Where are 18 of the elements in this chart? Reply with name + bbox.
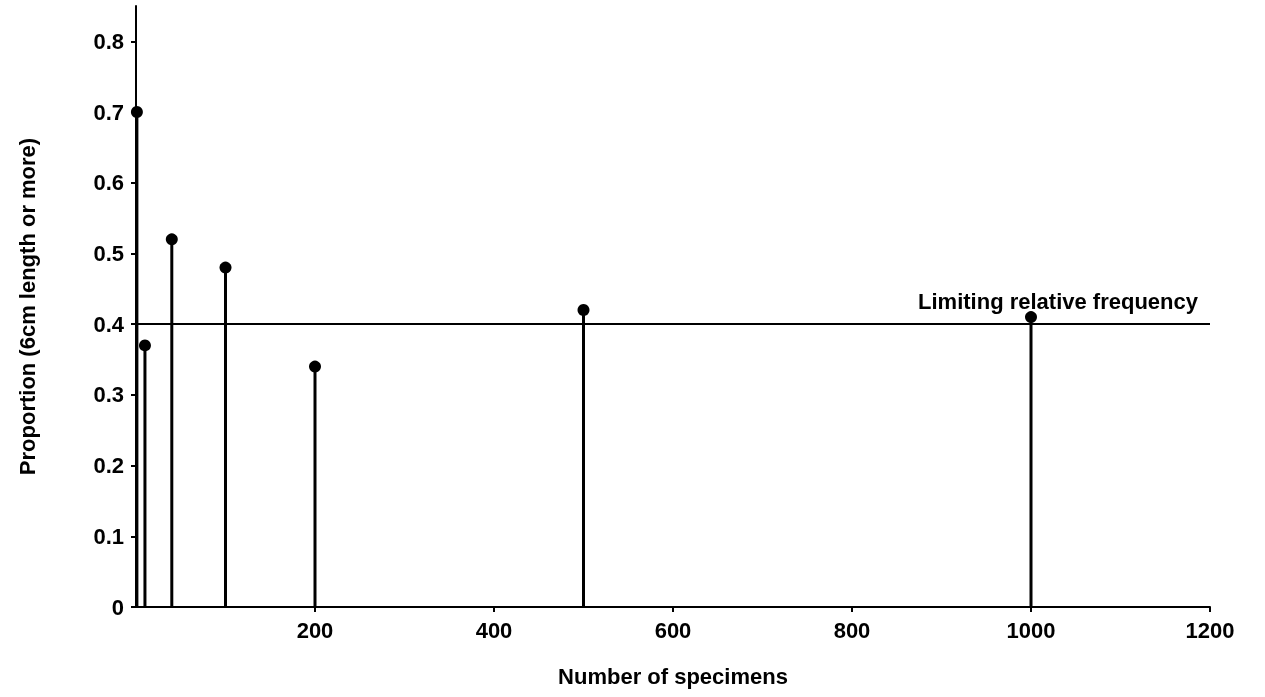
ref-line-label: Limiting relative frequency bbox=[918, 288, 1199, 314]
x-tick-label: 200 bbox=[296, 617, 334, 643]
y-tick-label: 0.2 bbox=[93, 453, 124, 479]
y-tick-label: 0.3 bbox=[93, 382, 124, 408]
y-tick-label: 0 bbox=[111, 594, 124, 620]
y-tick-label: 0.5 bbox=[93, 240, 124, 266]
y-tick-label: 0.8 bbox=[93, 28, 124, 54]
x-tick-label: 800 bbox=[833, 617, 871, 643]
x-axis-title: Number of specimens bbox=[558, 663, 788, 689]
x-tick-label: 1000 bbox=[1006, 617, 1056, 643]
x-tick-label: 400 bbox=[475, 617, 513, 643]
y-axis-title: Proportion (6cm length or more) bbox=[14, 137, 40, 476]
x-tick-label: 600 bbox=[654, 617, 692, 643]
y-tick-label: 0.4 bbox=[93, 311, 125, 337]
y-tick-label: 0.1 bbox=[93, 523, 124, 549]
x-tick-label: 1200 bbox=[1185, 617, 1235, 643]
y-tick-label: 0.7 bbox=[93, 99, 124, 125]
y-tick-label: 0.6 bbox=[93, 170, 124, 196]
